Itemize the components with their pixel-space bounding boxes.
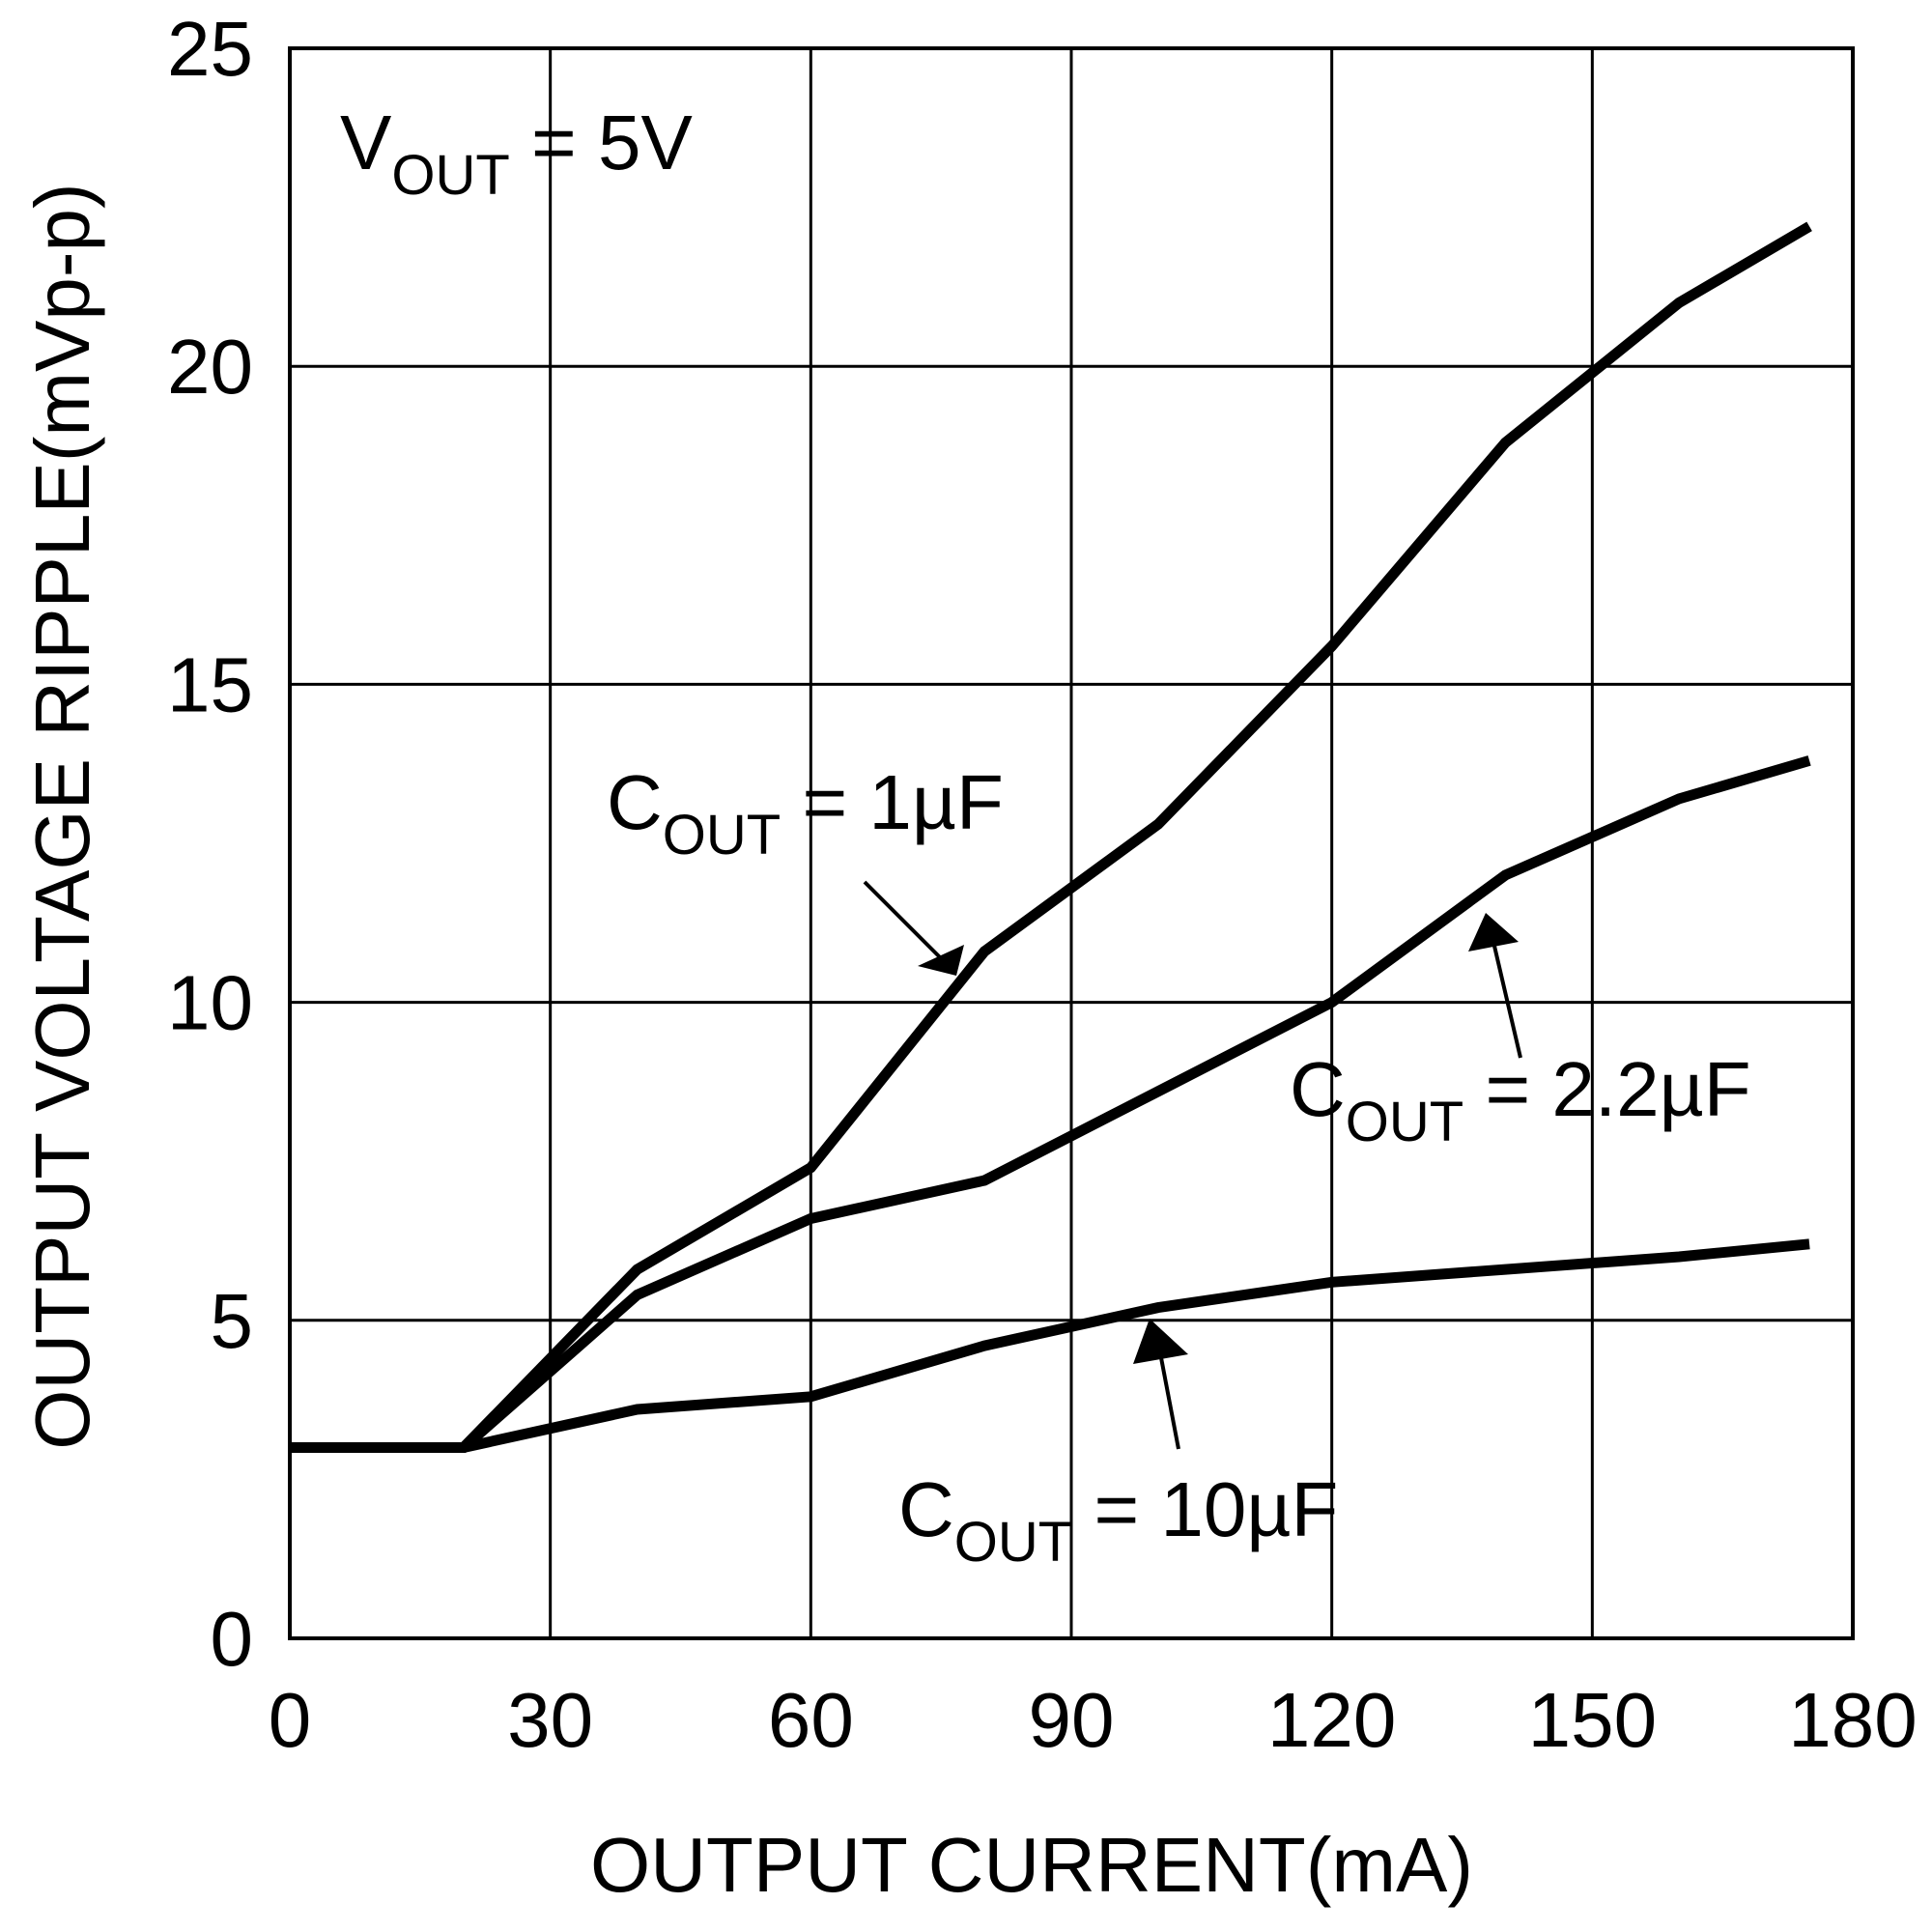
series-group [290,221,1812,1453]
series-label-1uf-suffix: = 1µF [781,759,1004,845]
series-line-2-2uf [290,755,1811,1453]
series-line-1uf [290,221,1812,1453]
arrow-10uf [1133,1319,1188,1450]
series-label-2-2uf-suffix: = 2.2µF [1463,1046,1750,1132]
grid [290,48,1853,1638]
x-tick-label: 60 [768,1677,854,1763]
y-axis-title: OUTPUT VOLTAGE RIPPLE(mVp-p) [19,183,105,1449]
series-label-10uf-subscript: OUT [954,1511,1072,1574]
y-tick-label: 0 [211,1596,254,1682]
tick-labels: 0 30 60 90 120 150 180 0 5 10 15 20 25 [167,6,1918,1763]
series-label-10uf: COUT = 10µF [898,1466,1338,1574]
y-tick-label: 15 [167,641,253,727]
arrow-1uf [863,880,964,976]
vout-annotation-suffix: = 5V [510,99,694,185]
series-label-10uf-suffix: = 10µF [1072,1466,1338,1552]
arrow-2-2uf [1468,913,1522,1059]
series-label-2-2uf-subscript: OUT [1346,1091,1463,1153]
vout-annotation-symbol: V [340,99,392,185]
series-label-1uf: COUT = 1µF [607,759,1004,867]
series-label-2-2uf: COUT = 2.2µF [1290,1046,1751,1153]
vout-annotation-subscript: OUT [391,144,509,207]
series-line-10uf [290,1238,1810,1453]
vout-annotation: VOUT = 5V [340,99,693,207]
x-tick-label: 180 [1788,1677,1917,1763]
series-label-2-2uf-symbol: C [1290,1046,1346,1132]
y-tick-label: 25 [167,6,253,92]
y-tick-label: 10 [167,960,253,1046]
y-tick-label: 5 [211,1278,254,1364]
y-tick-label: 20 [167,324,253,410]
x-tick-label: 120 [1267,1677,1396,1763]
series-label-1uf-symbol: C [607,759,663,845]
x-tick-label: 0 [269,1677,312,1763]
x-tick-label: 30 [507,1677,593,1763]
series-label-1uf-subscript: OUT [663,804,781,867]
x-axis-title: OUTPUT CURRENT(mA) [590,1822,1473,1908]
plot-frame [288,46,1855,1640]
x-tick-label: 150 [1528,1677,1657,1763]
x-tick-label: 90 [1029,1677,1115,1763]
series-label-10uf-symbol: C [898,1466,954,1552]
